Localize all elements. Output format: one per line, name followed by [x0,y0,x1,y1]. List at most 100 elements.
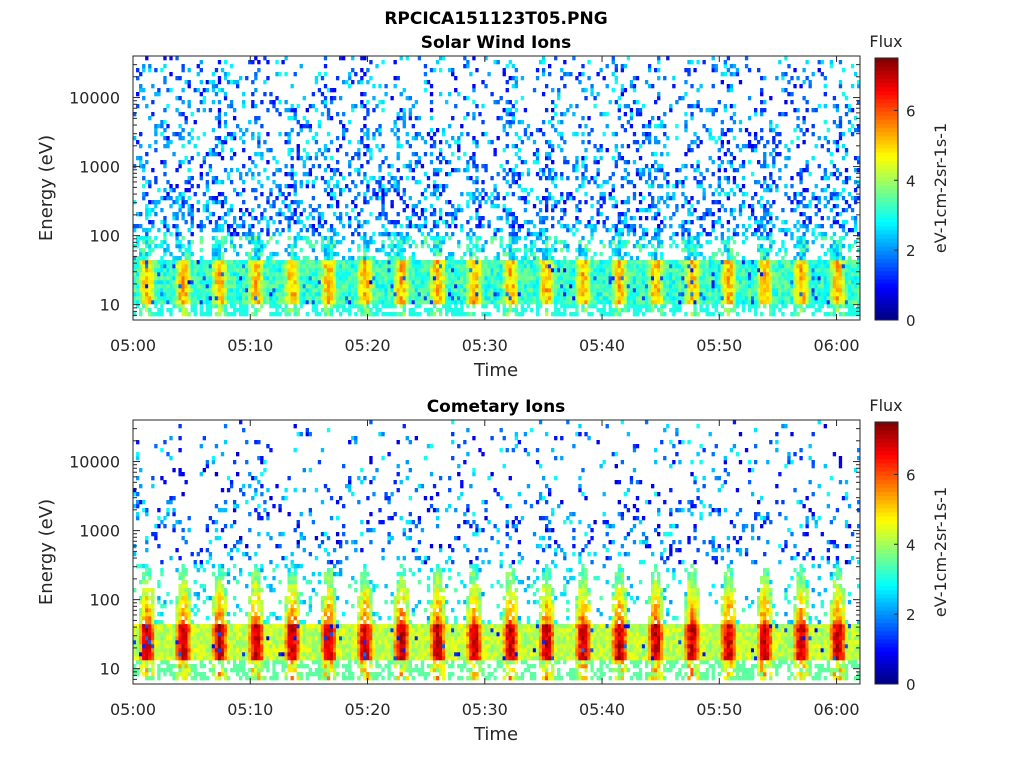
heatmap-cell [393,176,397,181]
heatmap-cell [563,304,567,309]
heatmap-cell [435,308,440,313]
heatmap-cell [260,252,264,257]
heatmap-cell [329,308,334,313]
heatmap-cell [278,268,282,273]
heatmap-cell [711,280,715,285]
heatmap-cell [363,132,367,137]
heatmap-cell [369,212,373,217]
heatmap-cell [684,244,688,249]
heatmap-cell [342,292,346,297]
heatmap-cell [481,224,485,229]
heatmap-cell [548,64,552,69]
heatmap-cell [351,292,355,297]
heatmap-cell [342,236,346,241]
heatmap-cell [614,224,618,229]
heatmap-cell [148,308,152,313]
heatmap-cell [587,248,591,253]
heatmap-cell [287,140,291,145]
heatmap-cell [217,248,222,253]
heatmap-cell [423,224,428,229]
heatmap-cell [296,232,300,237]
heatmap-cell [675,272,679,277]
heatmap-cell [544,284,549,289]
heatmap-cell [326,268,331,273]
heatmap-cell [187,196,191,201]
heatmap-cell [563,260,567,265]
heatmap-cell [460,256,464,261]
heatmap-cell [535,304,540,309]
heatmap-cell [605,180,609,185]
heatmap-cell [232,80,237,85]
heatmap-cell [184,296,188,301]
heatmap-cell [154,124,158,129]
heatmap-cell [544,300,549,305]
heatmap-cell [514,216,518,221]
heatmap-cell [678,224,682,229]
heatmap-cell [154,212,158,217]
heatmap-cell [272,180,276,185]
heatmap-cell [508,108,512,113]
heatmap-cell [499,292,503,297]
heatmap-cell [190,224,194,229]
heatmap-cell [690,112,694,117]
heatmap-cell [711,224,715,229]
heatmap-cell [278,72,282,77]
heatmap-cell [399,116,403,121]
heatmap-cell [299,248,303,253]
heatmap-cell [650,268,655,273]
heatmap-cell [448,256,452,261]
heatmap-cell [650,300,655,305]
heatmap-cell [678,96,682,101]
heatmap-cell [429,236,434,241]
heatmap-cell [602,300,606,305]
heatmap-cell [335,148,340,153]
heatmap-cell [214,92,219,97]
heatmap-cell [338,296,343,301]
heatmap-cell [463,272,467,277]
heatmap-cell [590,256,594,261]
heatmap-cell [242,100,246,105]
heatmap-cell [414,312,419,317]
heatmap-cell [566,244,570,249]
heatmap-cell [360,236,364,241]
heatmap-cell [445,220,449,225]
heatmap-cell [175,288,179,293]
heatmap-cell [581,284,585,289]
heatmap-cell [199,268,203,273]
heatmap-cell [663,264,667,269]
heatmap-cell [505,276,509,281]
heatmap-cell [187,204,191,209]
heatmap-cell [166,276,170,281]
heatmap-cell [329,240,334,245]
heatmap-cell [599,300,603,305]
heatmap-cell [363,312,367,317]
heatmap-cell [632,84,637,89]
heatmap-cell [557,296,561,301]
heatmap-cell [169,140,173,145]
heatmap-cell [275,268,279,273]
heatmap-cell [396,276,400,281]
heatmap-cell [708,260,712,265]
heatmap-cell [332,284,337,289]
heatmap-cell [478,236,482,241]
heatmap-cell [187,240,191,245]
heatmap-cell [348,188,352,193]
heatmap-cell [566,268,570,273]
heatmap-cell [269,284,273,289]
heatmap-cell [251,256,255,261]
heatmap-cell [660,288,664,293]
heatmap-cell [142,168,146,173]
heatmap-cell [384,156,388,161]
heatmap-cell [572,276,576,281]
heatmap-cell [202,284,206,289]
heatmap-cell [511,224,515,229]
heatmap-cell [484,288,488,293]
heatmap-cell [317,276,322,281]
heatmap-cell [663,280,667,285]
heatmap-cell [308,292,313,297]
heatmap-cell [199,256,203,261]
heatmap-cell [166,288,170,293]
heatmap-cell [196,284,200,289]
heatmap-cell [445,268,449,273]
heatmap-cell [402,272,406,277]
